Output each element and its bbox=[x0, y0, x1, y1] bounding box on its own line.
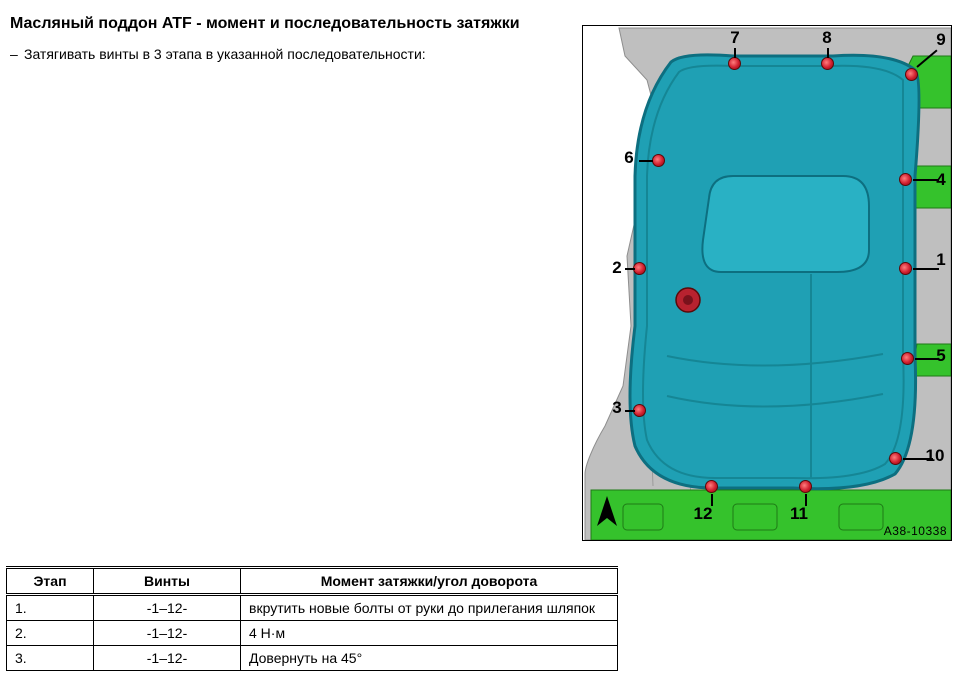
lead-8 bbox=[827, 48, 829, 58]
table-row: 2. -1–12- 4 Н·м bbox=[7, 621, 618, 646]
bolt-4 bbox=[899, 173, 912, 186]
instruction-text: Затягивать винты в 3 этапа в указанной п… bbox=[24, 46, 426, 62]
cell-stage: 1. bbox=[7, 595, 94, 621]
cell-stage: 2. bbox=[7, 621, 94, 646]
bolt-11 bbox=[799, 480, 812, 493]
callout-2: 2 bbox=[605, 258, 629, 278]
table-row: 3. -1–12- Довернуть на 45° bbox=[7, 646, 618, 671]
col-torque: Момент затяжки/угол доворота bbox=[241, 568, 618, 595]
drain-plug bbox=[676, 288, 700, 312]
cell-torque: 4 Н·м bbox=[241, 621, 618, 646]
callout-11: 11 bbox=[787, 504, 811, 524]
bolt-1 bbox=[899, 262, 912, 275]
callout-5: 5 bbox=[929, 346, 952, 366]
bolt-5 bbox=[901, 352, 914, 365]
callout-10: 10 bbox=[923, 446, 947, 466]
bolt-7 bbox=[728, 57, 741, 70]
callout-9: 9 bbox=[929, 30, 952, 50]
callout-6: 6 bbox=[617, 148, 641, 168]
torque-table: Этап Винты Момент затяжки/угол доворота … bbox=[6, 566, 618, 671]
bolt-10 bbox=[889, 452, 902, 465]
cell-bolts: -1–12- bbox=[94, 595, 241, 621]
cell-torque: Довернуть на 45° bbox=[241, 646, 618, 671]
callout-7: 7 bbox=[723, 28, 747, 48]
torque-sequence-figure: 7 8 9 6 4 2 1 5 3 10 12 11 A38-10338 bbox=[582, 25, 952, 541]
bolt-8 bbox=[821, 57, 834, 70]
col-bolts: Винты bbox=[94, 568, 241, 595]
callout-4: 4 bbox=[929, 170, 952, 190]
cell-bolts: -1–12- bbox=[94, 646, 241, 671]
lead-7 bbox=[734, 48, 736, 58]
cell-torque: вкрутить новые болты от руки до прилеган… bbox=[241, 595, 618, 621]
oil-pan bbox=[630, 55, 919, 489]
lead-6 bbox=[639, 160, 653, 162]
table-row: 1. -1–12- вкрутить новые болты от руки д… bbox=[7, 595, 618, 621]
page-title: Масляный поддон ATF - момент и последова… bbox=[10, 15, 520, 33]
cell-bolts: -1–12- bbox=[94, 621, 241, 646]
col-stage: Этап bbox=[7, 568, 94, 595]
cell-stage: 3. bbox=[7, 646, 94, 671]
instruction-line: –Затягивать винты в 3 этапа в указанной … bbox=[10, 46, 426, 62]
figure-ref: A38-10338 bbox=[884, 524, 947, 538]
callout-1: 1 bbox=[929, 250, 952, 270]
bolt-12 bbox=[705, 480, 718, 493]
callout-12: 12 bbox=[691, 504, 715, 524]
bolt-6 bbox=[652, 154, 665, 167]
callout-3: 3 bbox=[605, 398, 629, 418]
table-header-row: Этап Винты Момент затяжки/угол доворота bbox=[7, 568, 618, 595]
bolt-9 bbox=[905, 68, 918, 81]
callout-8: 8 bbox=[815, 28, 839, 48]
